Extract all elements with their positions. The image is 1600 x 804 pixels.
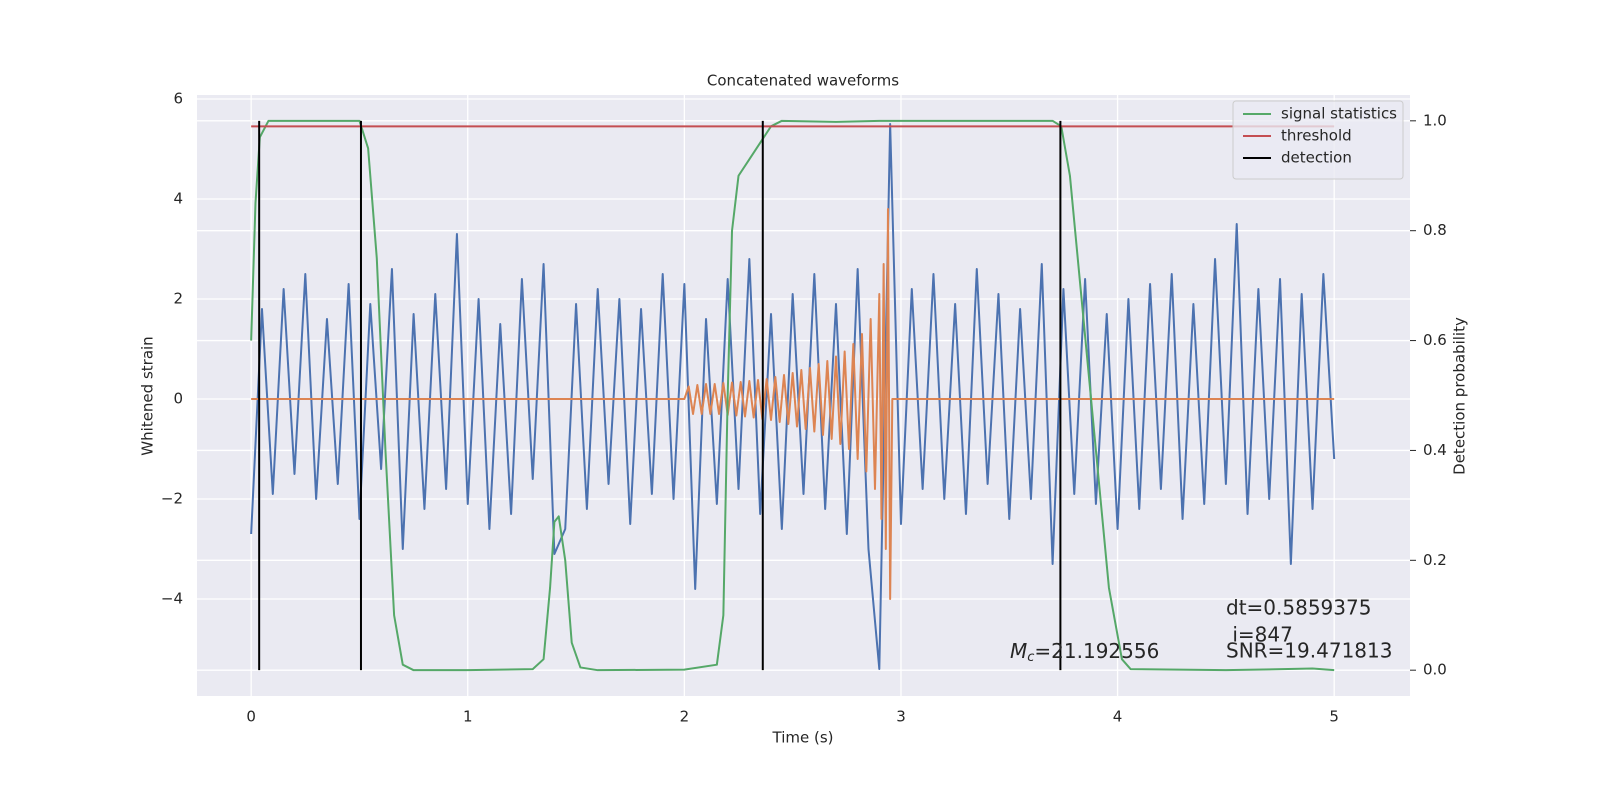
chart-title: Concatenated waveforms <box>707 72 899 90</box>
y2-tick-label: 0.4 <box>1423 441 1447 459</box>
y-tick-label: 0 <box>173 390 183 408</box>
legend-box <box>1232 100 1404 180</box>
series-line <box>250 119 1335 672</box>
x-tick-label: 5 <box>1329 708 1339 726</box>
series-line <box>250 123 1336 670</box>
annotation-i: i=847 <box>1226 623 1293 647</box>
y2-tick-label: 0.6 <box>1423 331 1447 349</box>
legend-label: detection <box>1281 149 1352 167</box>
y-tick-label: −4 <box>161 590 183 608</box>
y-axis-label: Whitened strain <box>139 336 157 455</box>
y2-axis-label: Detection probability <box>1451 317 1469 475</box>
legend-label: signal statistics <box>1281 105 1397 123</box>
y2-tick-label: 1.0 <box>1423 111 1447 129</box>
x-tick-label: 1 <box>463 708 473 726</box>
annotation-mc: Mc=21.192556 <box>1010 639 1159 665</box>
y-tick-label: 4 <box>173 190 183 208</box>
y-tick-label: 6 <box>173 90 183 108</box>
mc-symbol: M <box>1010 639 1027 663</box>
axes: 0 1 2 3 4 5 −4 −2 0 2 4 6 0.0 0.2 0.4 0.6 0.8 1.0 <box>161 90 1447 726</box>
legend: signal statistics threshold detection <box>1232 100 1404 180</box>
legend-label: threshold <box>1281 127 1352 145</box>
x-tick-label: 0 <box>246 708 256 726</box>
y2-tick-label: 0.0 <box>1423 661 1447 679</box>
mc-subscript: c <box>1027 650 1034 665</box>
y-tick-label: −2 <box>161 490 183 508</box>
annotation-snr: SNR=19.471813 <box>1226 639 1392 663</box>
mc-text: =21.192556 <box>1034 639 1159 663</box>
x-tick-label: 2 <box>680 708 690 726</box>
series-line <box>251 208 1335 600</box>
x-axis-label: Time (s) <box>772 729 834 747</box>
x-tick-label: 4 <box>1113 708 1123 726</box>
y2-tick-label: 0.8 <box>1423 221 1447 239</box>
annotation-dt: dt=0.5859375 <box>1226 596 1371 620</box>
y2-tick-label: 0.2 <box>1423 551 1447 569</box>
plot <box>250 119 1336 672</box>
x-tick-label: 3 <box>896 708 906 726</box>
y-tick-label: 2 <box>173 290 183 308</box>
